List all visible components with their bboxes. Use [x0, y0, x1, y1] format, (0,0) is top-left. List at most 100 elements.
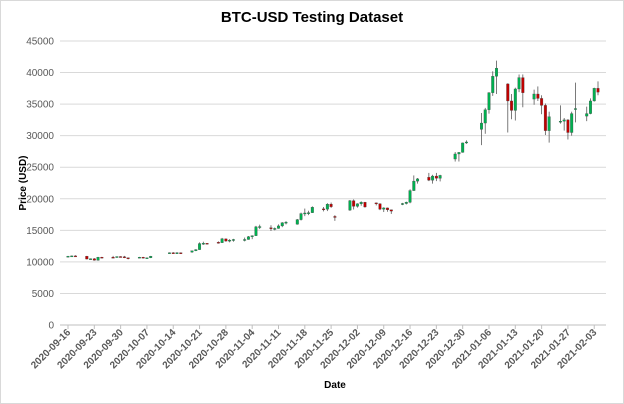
candle-body	[216, 242, 220, 244]
candle-body	[220, 238, 224, 243]
candles	[66, 60, 600, 261]
candle	[506, 83, 510, 133]
candle	[254, 225, 258, 237]
candle-body	[284, 221, 288, 224]
candle	[299, 212, 303, 221]
candle-body	[427, 177, 431, 181]
candle	[96, 256, 100, 261]
candle	[427, 172, 431, 182]
candle	[562, 117, 566, 131]
candle-body	[536, 93, 540, 99]
candle-body	[228, 239, 232, 242]
candle	[277, 224, 280, 229]
candle	[74, 255, 77, 258]
candle-body	[558, 121, 562, 123]
candle-body	[273, 228, 277, 230]
candle-body	[89, 258, 93, 260]
candle-body	[506, 83, 510, 102]
candle-body	[246, 236, 250, 240]
candle	[355, 203, 359, 208]
candle	[70, 255, 74, 258]
candle-body	[562, 119, 566, 122]
candle	[401, 202, 404, 206]
candle	[540, 95, 544, 115]
candle-body	[231, 239, 235, 241]
candle	[179, 252, 183, 254]
candle	[280, 222, 284, 228]
candle	[284, 221, 288, 225]
candle-body	[92, 258, 96, 261]
candle-body	[389, 209, 393, 212]
candle	[216, 241, 220, 244]
candle-body	[111, 257, 115, 259]
y-tick-label: 0	[48, 321, 54, 332]
candle	[382, 207, 386, 213]
candle	[92, 258, 96, 261]
candle	[89, 258, 93, 260]
candle	[359, 201, 363, 206]
candle-body	[532, 93, 536, 100]
candle-body	[168, 252, 171, 254]
candle-body	[100, 257, 104, 259]
y-tick-label: 45000	[26, 37, 54, 48]
candle-body	[416, 178, 420, 182]
candle-body	[573, 108, 577, 110]
candle-body	[307, 212, 311, 214]
candle-body	[325, 203, 329, 210]
candle-body	[96, 257, 100, 261]
candle-body	[352, 200, 356, 207]
candle	[495, 60, 498, 95]
candle	[295, 218, 299, 225]
candle	[115, 256, 119, 258]
candle	[322, 206, 326, 212]
candle	[66, 255, 70, 258]
candle-body	[201, 243, 205, 245]
candle	[137, 256, 141, 259]
candle	[126, 257, 130, 260]
candle	[480, 112, 483, 146]
candle	[122, 255, 126, 259]
candle	[543, 103, 547, 136]
candle	[404, 201, 408, 205]
candle	[325, 203, 329, 212]
candle	[231, 238, 235, 242]
candle-body	[434, 175, 438, 179]
y-tick-label: 35000	[26, 100, 54, 111]
y-axis-ticks: 0 5000 10000 15000 20000 25000 30000 35000 40000…	[26, 37, 54, 332]
y-tick-label: 5000	[32, 289, 55, 300]
candle	[145, 257, 149, 259]
candle	[190, 250, 194, 253]
candle	[149, 255, 153, 259]
candle	[464, 140, 468, 144]
candle-body	[115, 256, 119, 258]
candle	[389, 209, 393, 214]
candle-body	[322, 208, 326, 211]
candle-body	[254, 226, 258, 236]
candle-body	[378, 203, 382, 210]
candle	[258, 224, 262, 230]
candle-body	[401, 203, 404, 205]
candle-body	[543, 105, 547, 131]
candle-body	[355, 203, 359, 207]
candle-body	[547, 116, 551, 131]
candle	[536, 86, 540, 101]
candle	[141, 256, 145, 259]
candle-body	[363, 202, 367, 208]
candle	[532, 89, 536, 105]
candle	[589, 98, 592, 115]
candle-body	[495, 67, 498, 77]
candle-body	[70, 255, 74, 258]
candle-body	[408, 190, 412, 203]
candle	[431, 174, 435, 184]
candle-body	[382, 207, 386, 210]
candle-body	[374, 202, 378, 205]
candle-body	[480, 122, 483, 130]
candle-body	[303, 212, 307, 215]
candle-body	[258, 226, 262, 228]
candle	[513, 87, 517, 121]
candle-body	[438, 175, 442, 179]
candle-body	[119, 256, 123, 258]
candle	[310, 206, 314, 213]
candle-body	[513, 88, 517, 111]
